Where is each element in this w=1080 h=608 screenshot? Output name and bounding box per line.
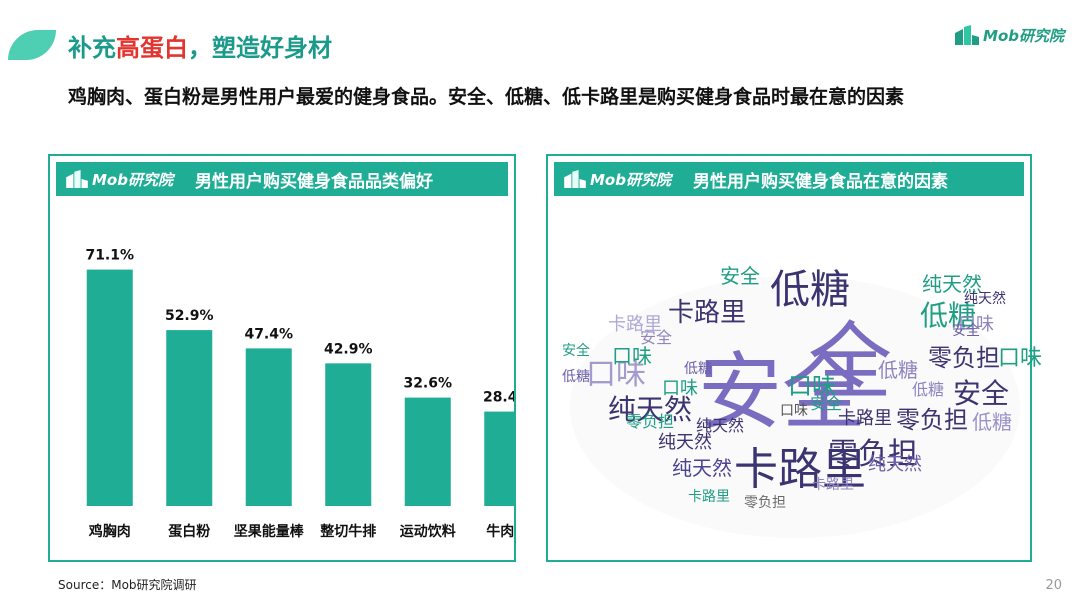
cloud-word-35: 口味 [780,403,808,419]
cloud-word-7: 安全 [720,264,760,288]
panel-title: 男性用户购买健身食品在意的因素 [692,171,948,192]
data-label-2: 47.4% [244,326,293,342]
word-cloud: 安全全低糖 卡路里 口味 纯天然 零负担 安全 低糖 口味 纯天然 卡路里 安全 口味 低糖 纯天然 卡路里… [548,200,1042,560]
bar-0 [86,269,133,506]
cloud-word-11: 卡路里 [734,444,866,495]
cloud-background [570,276,1020,538]
panel-header: Mob研究院 男性用户购买健身食品品类偏好 [56,162,508,196]
cloud-word-1: 全 [808,313,893,411]
cloud-word-5: 纯天然 [608,393,693,426]
cloud-word-32: 卡路里 [608,314,662,335]
title-pre: 补充 [68,34,116,62]
decorative-leaf-shape [8,30,56,60]
building-logo-icon [955,25,980,45]
cloud-word-39: 纯天然 [964,291,1006,307]
brand-text: Mob研究院 [983,26,1064,45]
cloud-word-29: 口味 [612,344,652,368]
bar-1 [166,330,213,506]
cloud-word-25: 安全 [810,394,843,413]
category-preference-panel: Mob研究院 男性用户购买健身食品品类偏好 71.1% 鸡胸肉 52.9% 蛋白粉 47… [48,154,516,562]
panel-logo: Mob研究院 [66,169,173,190]
cloud-word-38: 卡路里 [688,489,730,505]
cloud-word-2: 低糖 [770,267,850,313]
panel-logo-text: Mob研究院 [590,170,671,189]
cloud-word-26: 卡路里 [812,477,854,493]
building-logo-icon [564,170,586,188]
bar-chart: 71.1% 鸡胸肉 52.9% 蛋白粉 47.4% 坚果能量棒 42.9% 整切牛排 32.6%… [85,248,514,540]
cloud-word-21: 纯天然 [868,454,922,475]
cloud-word-15: 纯天然 [658,432,712,453]
cloud-word-30: 安全 [640,328,673,347]
cloud-word-13: 口味 [788,372,836,400]
panel-header: Mob研究院 男性用户购买健身食品在意的因素 [554,162,1024,196]
concern-factors-panel: Mob研究院 男性用户购买健身食品在意的因素 安全全低糖 卡路里 口味 纯天然 零负担安… [546,154,1042,562]
cloud-word-28: 零负担 [896,406,968,434]
cloud-word-12: 安全 [953,377,1010,410]
panel-logo: Mob研究院 [564,169,671,190]
category-label-4: 运动饮料 [400,523,456,540]
page-number: 20 [1045,578,1062,593]
category-label-1: 蛋白粉 [168,523,210,540]
panel-logo-text: Mob研究院 [92,170,173,189]
cloud-word-0: 安全 [698,343,867,441]
category-label-2: 坚果能量棒 [234,523,305,540]
data-label-5: 28.4% [483,390,514,406]
cloud-word-24: 低糖 [912,380,945,399]
title-highlight: 高蛋白 [116,34,188,62]
cloud-word-36: 安全 [562,343,590,359]
cloud-word-4: 口味 [586,357,646,392]
cloud-word-6: 零负担 [928,344,1000,372]
cloud-word-20: 安全 [952,323,980,339]
cloud-word-16: 卡路里 [838,408,892,429]
bar-5 [484,411,514,506]
cloud-word-10: 纯天然 [922,272,982,296]
cloud-word-19: 口味 [958,314,994,335]
cloud-word-22: 零负担 [626,412,675,431]
page-subtitle: 鸡胸肉、蛋白粉是男性用户最爱的健身食品。安全、低糖、低卡路里是购买健身食品时最在… [68,86,905,108]
cloud-word-8: 低糖 [920,299,977,332]
cloud-word-37: 低糖 [684,361,712,377]
category-label-3: 整切牛排 [319,523,376,540]
cloud-word-27: 纯天然 [696,416,745,435]
cloud-word-18: 低糖 [878,358,918,382]
title-post: ，塑造好身材 [188,34,332,62]
page-title: 补充高蛋白，塑造好身材 [68,28,332,63]
bar-4 [404,397,451,506]
building-logo-icon [66,170,88,188]
cloud-word-17: 零负担 [828,437,918,472]
data-label-3: 42.9% [324,341,373,357]
cloud-word-33: 纯天然 [672,456,732,480]
cloud-word-3: 卡路里 [668,298,747,328]
cloud-word-14: 低糖 [972,410,1012,434]
panel-title: 男性用户购买健身食品品类偏好 [194,171,433,192]
cloud-word-9: 口味 [998,346,1043,371]
bar-3 [325,363,372,506]
cloud-word-34: 零负担 [744,495,786,511]
brand-logo: Mob研究院 [955,24,1064,46]
category-label-5: 牛肉干 [486,523,514,540]
source-note: Source：Mob研究院调研 [58,578,197,592]
data-label-0: 71.1% [85,248,134,264]
bar-2 [245,348,292,506]
data-label-1: 52.9% [165,308,214,324]
cloud-word-31: 低糖 [562,369,590,385]
category-label-0: 鸡胸肉 [88,523,131,540]
cloud-word-23: 口味 [662,378,698,399]
data-label-4: 32.6% [403,376,452,392]
